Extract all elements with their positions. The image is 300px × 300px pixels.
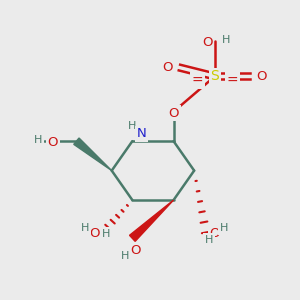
Text: S: S <box>210 69 219 83</box>
Polygon shape <box>74 138 112 171</box>
Text: N: N <box>137 127 146 140</box>
Text: O: O <box>168 107 179 120</box>
Text: O: O <box>162 61 173 74</box>
Text: O: O <box>89 227 100 240</box>
Text: H: H <box>102 229 110 239</box>
Text: H: H <box>121 251 129 261</box>
Text: O: O <box>130 244 140 256</box>
Text: H: H <box>205 235 213 245</box>
Text: O: O <box>256 70 267 83</box>
Text: =: = <box>191 74 203 88</box>
Text: H: H <box>222 34 231 45</box>
Text: H: H <box>34 135 43 145</box>
Text: H: H <box>219 223 228 233</box>
Text: H: H <box>81 223 89 233</box>
Text: O: O <box>48 136 58 149</box>
Polygon shape <box>130 200 174 242</box>
Text: O: O <box>202 36 213 49</box>
Text: =: = <box>226 74 238 88</box>
Text: O: O <box>209 227 220 240</box>
Text: H: H <box>128 122 136 131</box>
